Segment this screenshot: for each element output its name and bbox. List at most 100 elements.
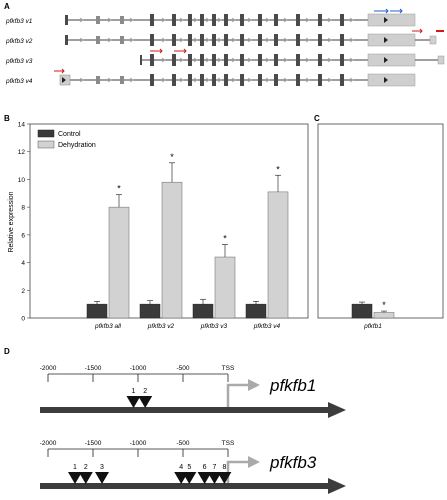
exon-block xyxy=(200,34,204,46)
tss-arrowhead xyxy=(248,456,260,468)
exon-block xyxy=(274,74,278,86)
exon-block xyxy=(224,74,228,86)
intron-chevron xyxy=(161,37,166,43)
binding-site-number: 5 xyxy=(187,464,191,471)
exon-block xyxy=(240,74,244,86)
intron-chevron xyxy=(283,57,288,63)
panel-a-label: A xyxy=(4,2,10,11)
transcript-label: pfkfb3 v4 xyxy=(5,78,33,85)
exon-block xyxy=(258,54,262,66)
binding-site-triangle xyxy=(78,472,93,484)
intron-chevron xyxy=(179,57,184,63)
intron-chevron xyxy=(349,57,354,63)
y-tick-label: 10 xyxy=(18,177,26,184)
category-label: pfkfb1 xyxy=(363,323,382,330)
exon-block xyxy=(318,34,322,46)
scale-label: -500 xyxy=(176,440,189,447)
category-label: pfkfb3 all xyxy=(94,323,122,330)
exon-block xyxy=(200,54,204,66)
chart-b-bars: * pfkfb3 all * pfkfb3 v2 * pfkfb3 v3 * pfkfb3 v… xyxy=(86,152,289,330)
bar-dehydration xyxy=(267,191,289,319)
binding-site-number: 1 xyxy=(73,464,77,471)
exon-block xyxy=(188,34,192,46)
binding-site-triangle xyxy=(138,396,153,408)
intron-chevron xyxy=(129,37,134,43)
intron-chevron xyxy=(217,37,222,43)
exon-block xyxy=(188,14,192,26)
tss-arrow xyxy=(226,383,250,407)
exon-block xyxy=(258,14,262,26)
y-tick-label: 8 xyxy=(21,205,25,212)
bar-dehydration xyxy=(214,256,236,319)
category-label: pfkfb3 v2 xyxy=(147,323,175,330)
y-tick-label: 12 xyxy=(18,149,26,156)
intron-chevron xyxy=(107,77,112,83)
gene-line xyxy=(40,483,330,489)
gene-name: pfkfb1 xyxy=(269,376,316,395)
intron-chevron xyxy=(327,17,332,23)
intron-chevron xyxy=(349,17,354,23)
intron-chevron xyxy=(107,37,112,43)
legend-control-swatch xyxy=(37,129,55,138)
intron-chevron xyxy=(79,77,84,83)
bar-dehydration xyxy=(161,181,183,319)
primer-arrow xyxy=(54,68,65,74)
exon-block xyxy=(188,54,192,66)
significance-star: * xyxy=(117,184,121,194)
exon-arrow xyxy=(62,77,66,83)
scale-label: TSS xyxy=(222,365,235,372)
intron-chevron xyxy=(217,17,222,23)
scale-label: -500 xyxy=(176,365,189,372)
transcript-panel: pfkfb3 v1 pfkfb3 v2 pfkfb3 v3 pfkfb3 v4 xyxy=(5,8,445,87)
exon-block xyxy=(274,14,278,26)
exon-block xyxy=(224,34,228,46)
transcript-label: pfkfb3 v2 xyxy=(5,38,33,45)
intron-chevron xyxy=(161,17,166,23)
y-tick-label: 6 xyxy=(21,232,25,239)
binding-site-number: 2 xyxy=(143,388,147,395)
exon-block xyxy=(120,16,124,24)
exon-block xyxy=(340,54,344,66)
exon-block xyxy=(212,54,216,66)
exon-block xyxy=(296,54,300,66)
exon-block xyxy=(172,14,176,26)
exon-block xyxy=(296,34,300,46)
intron-chevron xyxy=(283,37,288,43)
intron-chevron xyxy=(349,77,354,83)
chart-c-bars: * pfkfb1 xyxy=(351,300,395,330)
intron-chevron xyxy=(179,17,184,23)
binding-site-number: 4 xyxy=(179,464,183,471)
intron-chevron xyxy=(193,57,198,63)
panel-d-label: D xyxy=(4,347,10,356)
exon-block xyxy=(318,14,322,26)
intron-chevron xyxy=(231,77,236,83)
binding-site-triangle xyxy=(197,472,212,484)
significance-star: * xyxy=(223,234,227,244)
binding-site-number: 3 xyxy=(100,464,104,471)
intron-chevron xyxy=(193,17,198,23)
intron-chevron xyxy=(231,57,236,63)
intron-chevron xyxy=(179,77,184,83)
terminal-exon xyxy=(367,13,416,27)
bar-control xyxy=(86,303,108,319)
primer-arrow xyxy=(374,8,389,14)
exon-arrow xyxy=(384,37,388,43)
exon-block xyxy=(120,36,124,44)
exon-block xyxy=(96,76,100,84)
bar-dehydration xyxy=(108,206,130,319)
significance-star: * xyxy=(170,152,174,162)
gene-line xyxy=(40,407,330,413)
intron-chevron xyxy=(231,37,236,43)
intron-chevron xyxy=(327,77,332,83)
exon-block xyxy=(340,74,344,86)
y-axis-ticks: 0 2 4 6 8 10 12 14 xyxy=(18,122,30,323)
y-axis-label: Relative expression xyxy=(8,191,15,252)
exon-block xyxy=(150,14,154,26)
exon-block xyxy=(240,14,244,26)
intron-chevron xyxy=(231,17,236,23)
scale-label: -2000 xyxy=(40,440,57,447)
intron-chevron xyxy=(327,37,332,43)
exon-block xyxy=(150,74,154,86)
